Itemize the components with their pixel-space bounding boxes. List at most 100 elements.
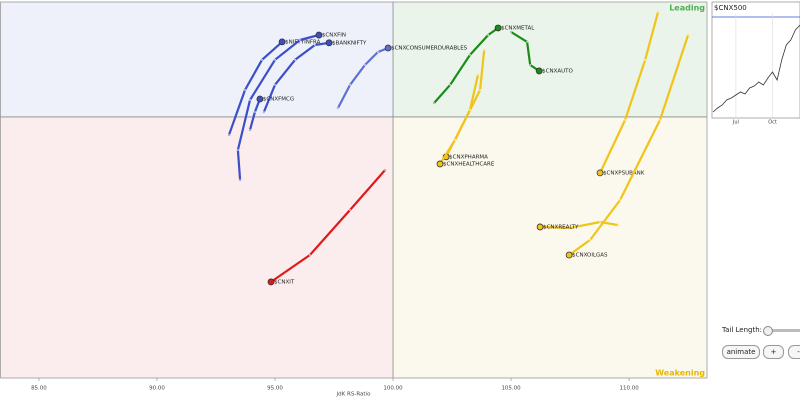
series-label: $CNXAUTO: [542, 68, 573, 74]
series-label: $CNXPHARMA: [449, 154, 488, 160]
tail: [539, 220, 620, 229]
series-label: $CNXOILGAS: [572, 253, 608, 259]
head-point: [325, 39, 333, 47]
animate-button[interactable]: animate: [722, 345, 760, 359]
series-label: $CNXMETAL: [501, 25, 535, 31]
x-axis-label: JdK RS-Ratio: [336, 392, 372, 398]
quadrant-weakening: [393, 116, 707, 378]
tail-point: [349, 209, 351, 211]
tail-point: [569, 226, 571, 229]
x-tick-label: 90.00: [149, 386, 165, 392]
tail-point: [349, 83, 351, 86]
tail-point: [687, 34, 690, 36]
tail-point: [249, 129, 251, 131]
mini-x-label: Jul: [732, 120, 739, 126]
tail-point: [644, 58, 647, 61]
tail-point: [364, 64, 366, 66]
tail-point: [657, 11, 660, 13]
tail-point: [469, 53, 471, 56]
quadrant-label-leading: Leading: [669, 4, 705, 13]
tail-point: [529, 64, 532, 66]
tail-point: [237, 149, 239, 151]
tail-point: [599, 221, 601, 223]
plus-button[interactable]: +: [763, 345, 784, 359]
tail-point: [239, 179, 241, 181]
plot-border: [0, 1, 708, 379]
tail-length-label: Tail Length:: [722, 326, 763, 334]
quadrant-lagging: [0, 116, 394, 378]
series-label: $CNXPSUBANK: [603, 170, 645, 176]
head-point: [384, 44, 392, 52]
minus-button[interactable]: -: [788, 345, 800, 359]
mini-line: [712, 24, 800, 113]
series-label: $NIFTYINFRA: [285, 39, 321, 45]
tail-point: [263, 111, 265, 113]
tail-point: [589, 239, 592, 241]
tail-point: [617, 224, 619, 226]
head-point: [494, 24, 502, 32]
tail-point: [619, 199, 622, 201]
tail-point: [261, 58, 263, 61]
tail-point: [309, 254, 311, 256]
tail-point: [454, 138, 457, 141]
x-tick-label: 95.00: [267, 386, 283, 392]
tail: [236, 33, 320, 182]
head-point: [565, 251, 573, 259]
tail-point: [659, 119, 661, 121]
series-label: $CNXFIN: [322, 33, 346, 39]
mini-x-label: Oct: [768, 120, 777, 126]
tail-point: [477, 74, 479, 76]
tail-point: [228, 133, 230, 136]
head-point: [256, 95, 264, 103]
quadrant-leading: [393, 2, 707, 117]
x-tick-label: 100.00: [383, 386, 403, 392]
tail-point: [479, 89, 482, 91]
x-tick-label: 105.00: [501, 386, 521, 392]
head-point: [315, 31, 323, 39]
tail-point: [314, 44, 316, 46]
series-label: $CNXIT: [274, 279, 295, 285]
series-label: $CNXFMCG: [263, 97, 294, 103]
series-label: $BANKNIFTY: [332, 40, 367, 46]
tail-point: [487, 34, 490, 36]
head-point: [535, 67, 543, 75]
tail-point: [254, 111, 256, 113]
tail-point: [384, 169, 386, 171]
tail-point: [294, 58, 296, 61]
tail-point: [483, 49, 486, 51]
quadrant-label-weakening: Weakening: [655, 369, 705, 378]
tail-point: [469, 108, 471, 111]
x-tick-label: 85.00: [31, 386, 47, 392]
series-label: $CNXREALTY: [543, 224, 579, 230]
tail: [510, 30, 541, 72]
series-label: $CNXHEALTHCARE: [443, 161, 495, 167]
tail-point: [510, 31, 512, 33]
head-point: [596, 169, 604, 177]
tail-point: [244, 89, 246, 91]
tail-slider[interactable]: [764, 329, 800, 332]
tail-slider-handle[interactable]: [763, 326, 773, 336]
head-point: [436, 160, 444, 168]
head-point: [536, 223, 544, 231]
tail-point: [526, 40, 529, 43]
tail: [227, 40, 284, 136]
tail: [269, 169, 387, 283]
head-point: [278, 38, 286, 46]
x-tick-label: 110.00: [619, 386, 639, 392]
tail-point: [337, 107, 339, 109]
series-label: $CNXCONSUMERDURABLES: [391, 46, 468, 52]
tail-point: [624, 119, 626, 121]
tail: [438, 73, 480, 165]
quadrant-improving: [0, 2, 394, 117]
tail-point: [299, 39, 301, 41]
mini-title: $CNX500: [714, 4, 747, 12]
tail-point: [449, 83, 452, 86]
tail: [599, 10, 660, 174]
tail-point: [274, 58, 276, 61]
tail-point: [274, 83, 276, 86]
tail-point: [249, 99, 251, 101]
mini-panel: [711, 1, 800, 119]
tail-point: [377, 51, 379, 53]
